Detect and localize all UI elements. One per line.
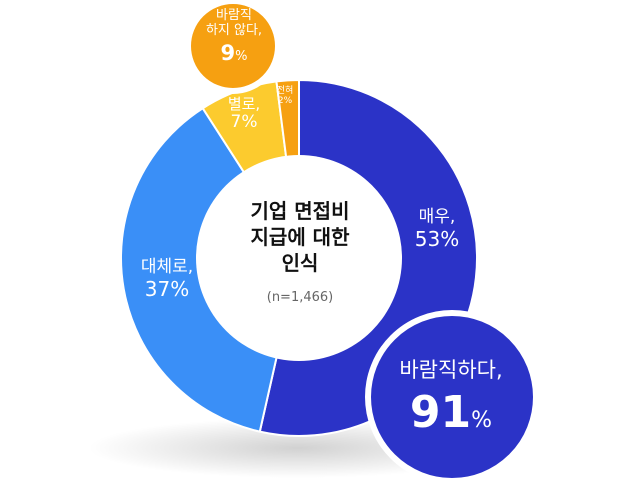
group-positive-name: 바람직하다, bbox=[399, 358, 503, 382]
center-title-line-1: 기업 면접비 bbox=[250, 199, 350, 223]
slice-jeonhyeo-name: 전혀 bbox=[276, 86, 294, 96]
slice-maeu-name: 매우, bbox=[418, 207, 456, 227]
slice-byeolro-name: 별로, bbox=[227, 95, 261, 113]
group-negative-value: 9 bbox=[220, 40, 236, 65]
slice-maeu-value: 53% bbox=[414, 226, 460, 251]
group-label-positive: 바람직하다, 91% bbox=[371, 358, 531, 439]
slice-label-jeonhyeo: 전혀 2% bbox=[270, 86, 300, 107]
slice-daecheoro-name: 대체로, bbox=[140, 257, 194, 277]
group-bubble-positive bbox=[365, 310, 539, 484]
group-bubble-negative bbox=[185, 0, 281, 94]
group-positive-value: 91 bbox=[409, 387, 472, 439]
group-label-negative: 바람직 하지 않다, 9% bbox=[189, 8, 279, 65]
group-negative-unit: % bbox=[235, 48, 248, 64]
slice-label-byeolro: 별로, 7% bbox=[214, 95, 274, 133]
group-negative-name-2: 하지 않다, bbox=[205, 22, 263, 38]
group-negative-value-line: 9% bbox=[189, 41, 279, 65]
slice-label-daecheoro: 대체로, 37% bbox=[122, 257, 212, 301]
slice-daecheoro-value: 37% bbox=[144, 276, 190, 301]
group-positive-unit: % bbox=[471, 408, 493, 434]
group-positive-value-line: 91% bbox=[371, 387, 531, 439]
sample-size-note: (n=1,466) bbox=[266, 290, 334, 305]
slice-jeonhyeo-value: 2% bbox=[277, 96, 293, 107]
center-title-line-3: 인식 bbox=[281, 251, 319, 275]
slice-byeolro-value: 7% bbox=[230, 112, 258, 133]
center-title: 기업 면접비 지급에 대한 인식 bbox=[230, 198, 370, 276]
slice-label-maeu: 매우, 53% bbox=[392, 207, 482, 251]
donut-hole bbox=[196, 155, 402, 361]
group-negative-name-1: 바람직 bbox=[216, 8, 252, 23]
center-title-line-2: 지급에 대한 bbox=[250, 225, 350, 249]
